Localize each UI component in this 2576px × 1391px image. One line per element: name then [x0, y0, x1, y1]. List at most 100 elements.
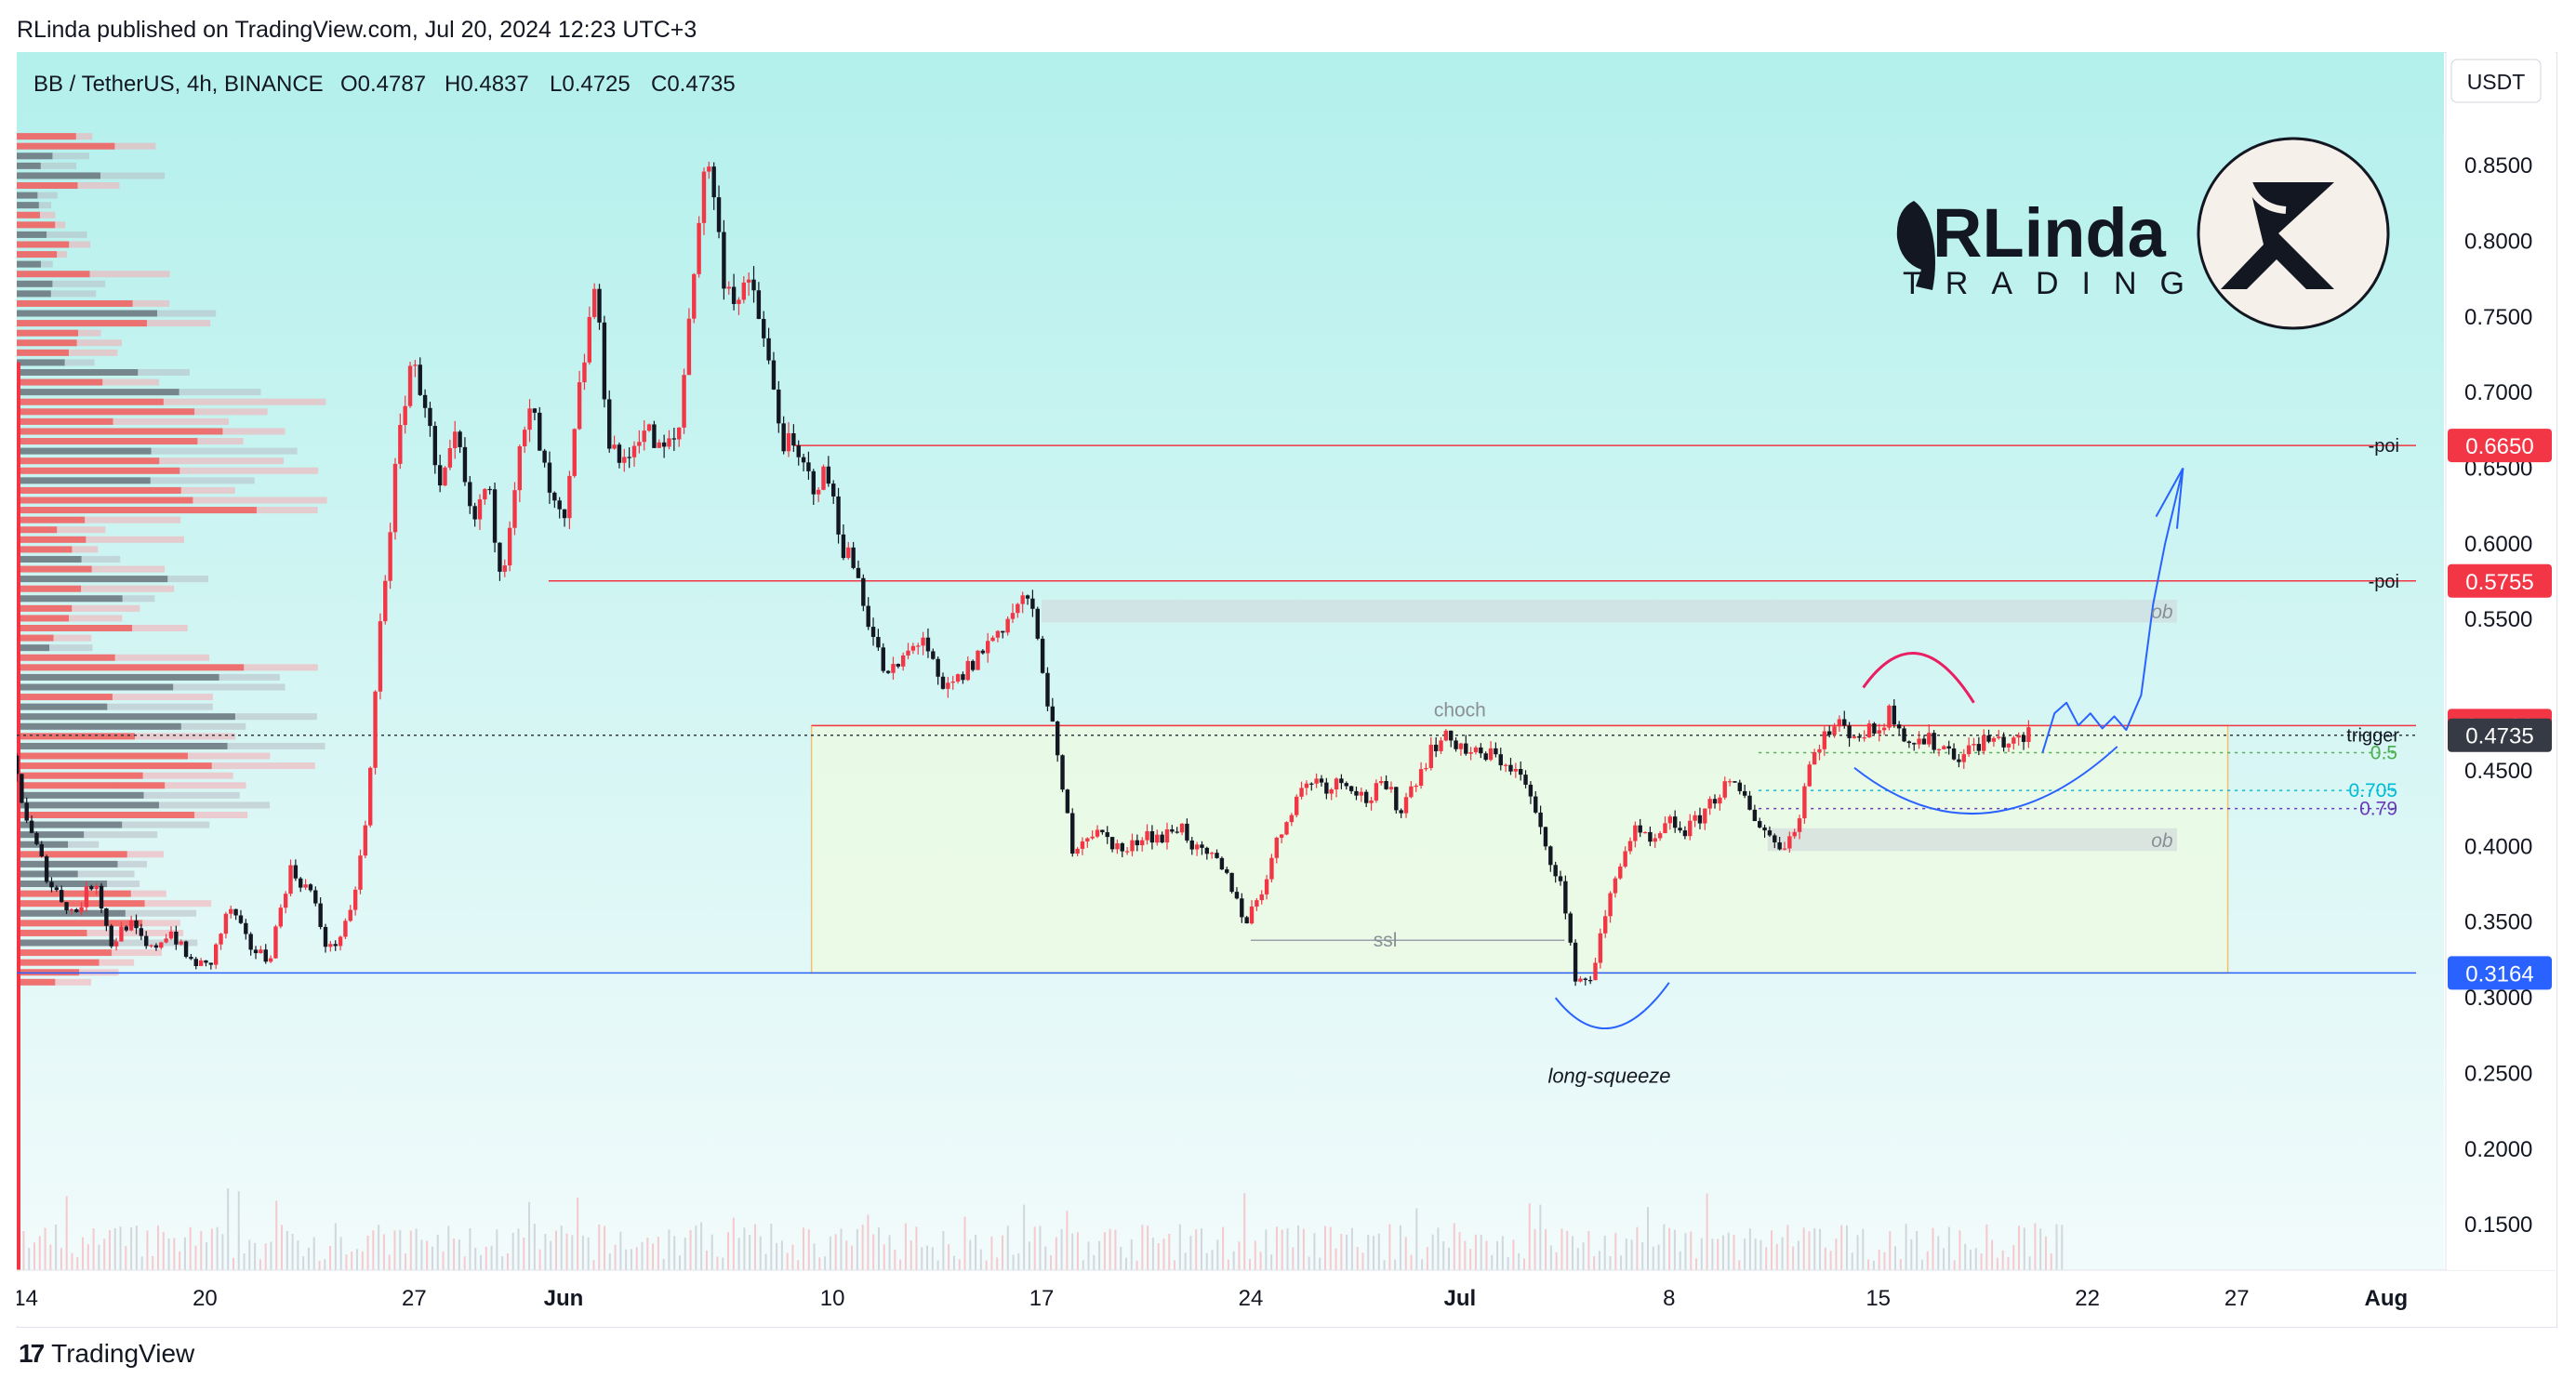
volume-bar — [1216, 1239, 1219, 1270]
candle-body — [1613, 878, 1618, 894]
volume-bar — [1711, 1239, 1714, 1270]
candle-body — [856, 567, 861, 578]
order-block-upper — [1042, 600, 2177, 623]
volume-bar — [1964, 1243, 1967, 1270]
time-axis-tick: 24 — [1239, 1286, 1264, 1311]
candle-body — [826, 466, 831, 484]
candle-body — [1653, 838, 1657, 842]
volume-profile-bar-core — [17, 192, 38, 199]
volume-bar — [1652, 1246, 1654, 1270]
candle-body — [986, 641, 990, 654]
volume-bar — [33, 1242, 35, 1270]
candle-body — [1991, 737, 1997, 742]
candle-body — [885, 670, 891, 673]
candle-body — [17, 755, 20, 775]
volume-bar — [307, 1247, 310, 1270]
price-axis-tick: 0.2500 — [2464, 1061, 2532, 1086]
volume-profile-bar-core — [17, 654, 115, 661]
volume-bar — [813, 1243, 816, 1270]
candle-body — [1249, 906, 1255, 924]
volume-profile-bar-core — [17, 831, 85, 839]
volume-bar — [727, 1232, 730, 1270]
candle-body — [1534, 796, 1538, 813]
volume-profile-bar — [17, 585, 175, 592]
volume-profile-bar — [17, 516, 181, 523]
candle-body — [1518, 769, 1523, 775]
candle-body — [1906, 741, 1912, 744]
candle-body — [1538, 812, 1543, 828]
volume-bar — [2001, 1250, 2004, 1270]
candle-body — [1812, 751, 1817, 765]
volume-bar — [1071, 1233, 1074, 1270]
volume-bar — [732, 1217, 735, 1270]
price-chart[interactable]: chochssloboblong-squeeze-poi-poitrigger0… — [17, 52, 2556, 1326]
currency-label[interactable]: USDT — [2467, 70, 2526, 94]
candle-body — [1468, 752, 1473, 754]
candle-body — [1877, 730, 1881, 734]
symbol-line: BB / TetherUS, 4h, BINANCE — [33, 72, 324, 97]
volume-profile-bar-core — [17, 211, 40, 219]
volume-bar — [92, 1228, 95, 1270]
volume-profile-bar — [17, 644, 93, 652]
volume-bar — [1996, 1257, 1998, 1270]
candle-body — [1513, 769, 1519, 772]
candle-body — [268, 958, 273, 962]
volume-bar — [1114, 1229, 1117, 1270]
volume-bar — [1329, 1226, 1332, 1270]
candle-body — [1464, 743, 1468, 754]
time-axis-tick: 27 — [2224, 1286, 2250, 1311]
volume-bar — [463, 1256, 466, 1270]
volume-bar — [888, 1235, 891, 1270]
candle-body — [1240, 898, 1244, 918]
volume-profile-bar — [17, 634, 92, 642]
volume-bar — [1744, 1239, 1746, 1270]
candle-body — [1149, 831, 1155, 843]
candle-body — [1109, 837, 1115, 850]
candle-body — [323, 926, 328, 947]
candle-body — [64, 902, 69, 911]
candle-body — [1942, 746, 1946, 749]
volume-bar — [125, 1246, 127, 1270]
volume-bar — [1614, 1232, 1617, 1270]
candle-body — [422, 394, 428, 408]
candle-body — [139, 928, 144, 936]
volume-bar — [1700, 1238, 1703, 1270]
candle-body — [1025, 595, 1030, 599]
volume-bar — [1721, 1235, 1724, 1270]
candle-body — [1957, 759, 1961, 762]
candle-body — [1902, 728, 1906, 742]
volume-profile-bar-core — [17, 339, 77, 347]
candle-body — [352, 889, 358, 910]
volume-bar — [1808, 1231, 1811, 1270]
candle-body — [821, 466, 826, 490]
candle-body — [1693, 815, 1697, 821]
candle-body — [487, 488, 492, 491]
candle-body — [900, 655, 906, 667]
volume-bar — [834, 1234, 837, 1270]
volume-bar — [1453, 1223, 1455, 1270]
volume-bar — [797, 1260, 800, 1270]
volume-bar — [581, 1235, 584, 1270]
volume-profile-bar — [17, 526, 106, 534]
volume-bar — [1109, 1228, 1111, 1270]
volume-bar — [1334, 1248, 1337, 1270]
volume-bar — [1663, 1224, 1666, 1270]
volume-bar — [1926, 1251, 1929, 1270]
candle-body — [910, 645, 916, 651]
candle-body — [916, 645, 921, 647]
volume-bar — [312, 1237, 315, 1270]
candle-body — [507, 527, 512, 566]
currency-button[interactable]: USDT — [2450, 59, 2542, 103]
candle-body — [1946, 746, 1951, 748]
volume-bar — [1012, 1254, 1015, 1270]
volume-profile-bar-core — [17, 634, 54, 642]
volume-bar — [1733, 1235, 1735, 1270]
ohlc-close: C0.4735 — [651, 72, 736, 97]
volume-bar — [1937, 1236, 1940, 1270]
candle-body — [1951, 748, 1957, 760]
candle-body — [990, 637, 995, 642]
volume-bar — [1775, 1243, 1778, 1270]
volume-bar — [1399, 1225, 1401, 1270]
candle-body — [1060, 755, 1065, 790]
candle-body — [233, 908, 238, 916]
